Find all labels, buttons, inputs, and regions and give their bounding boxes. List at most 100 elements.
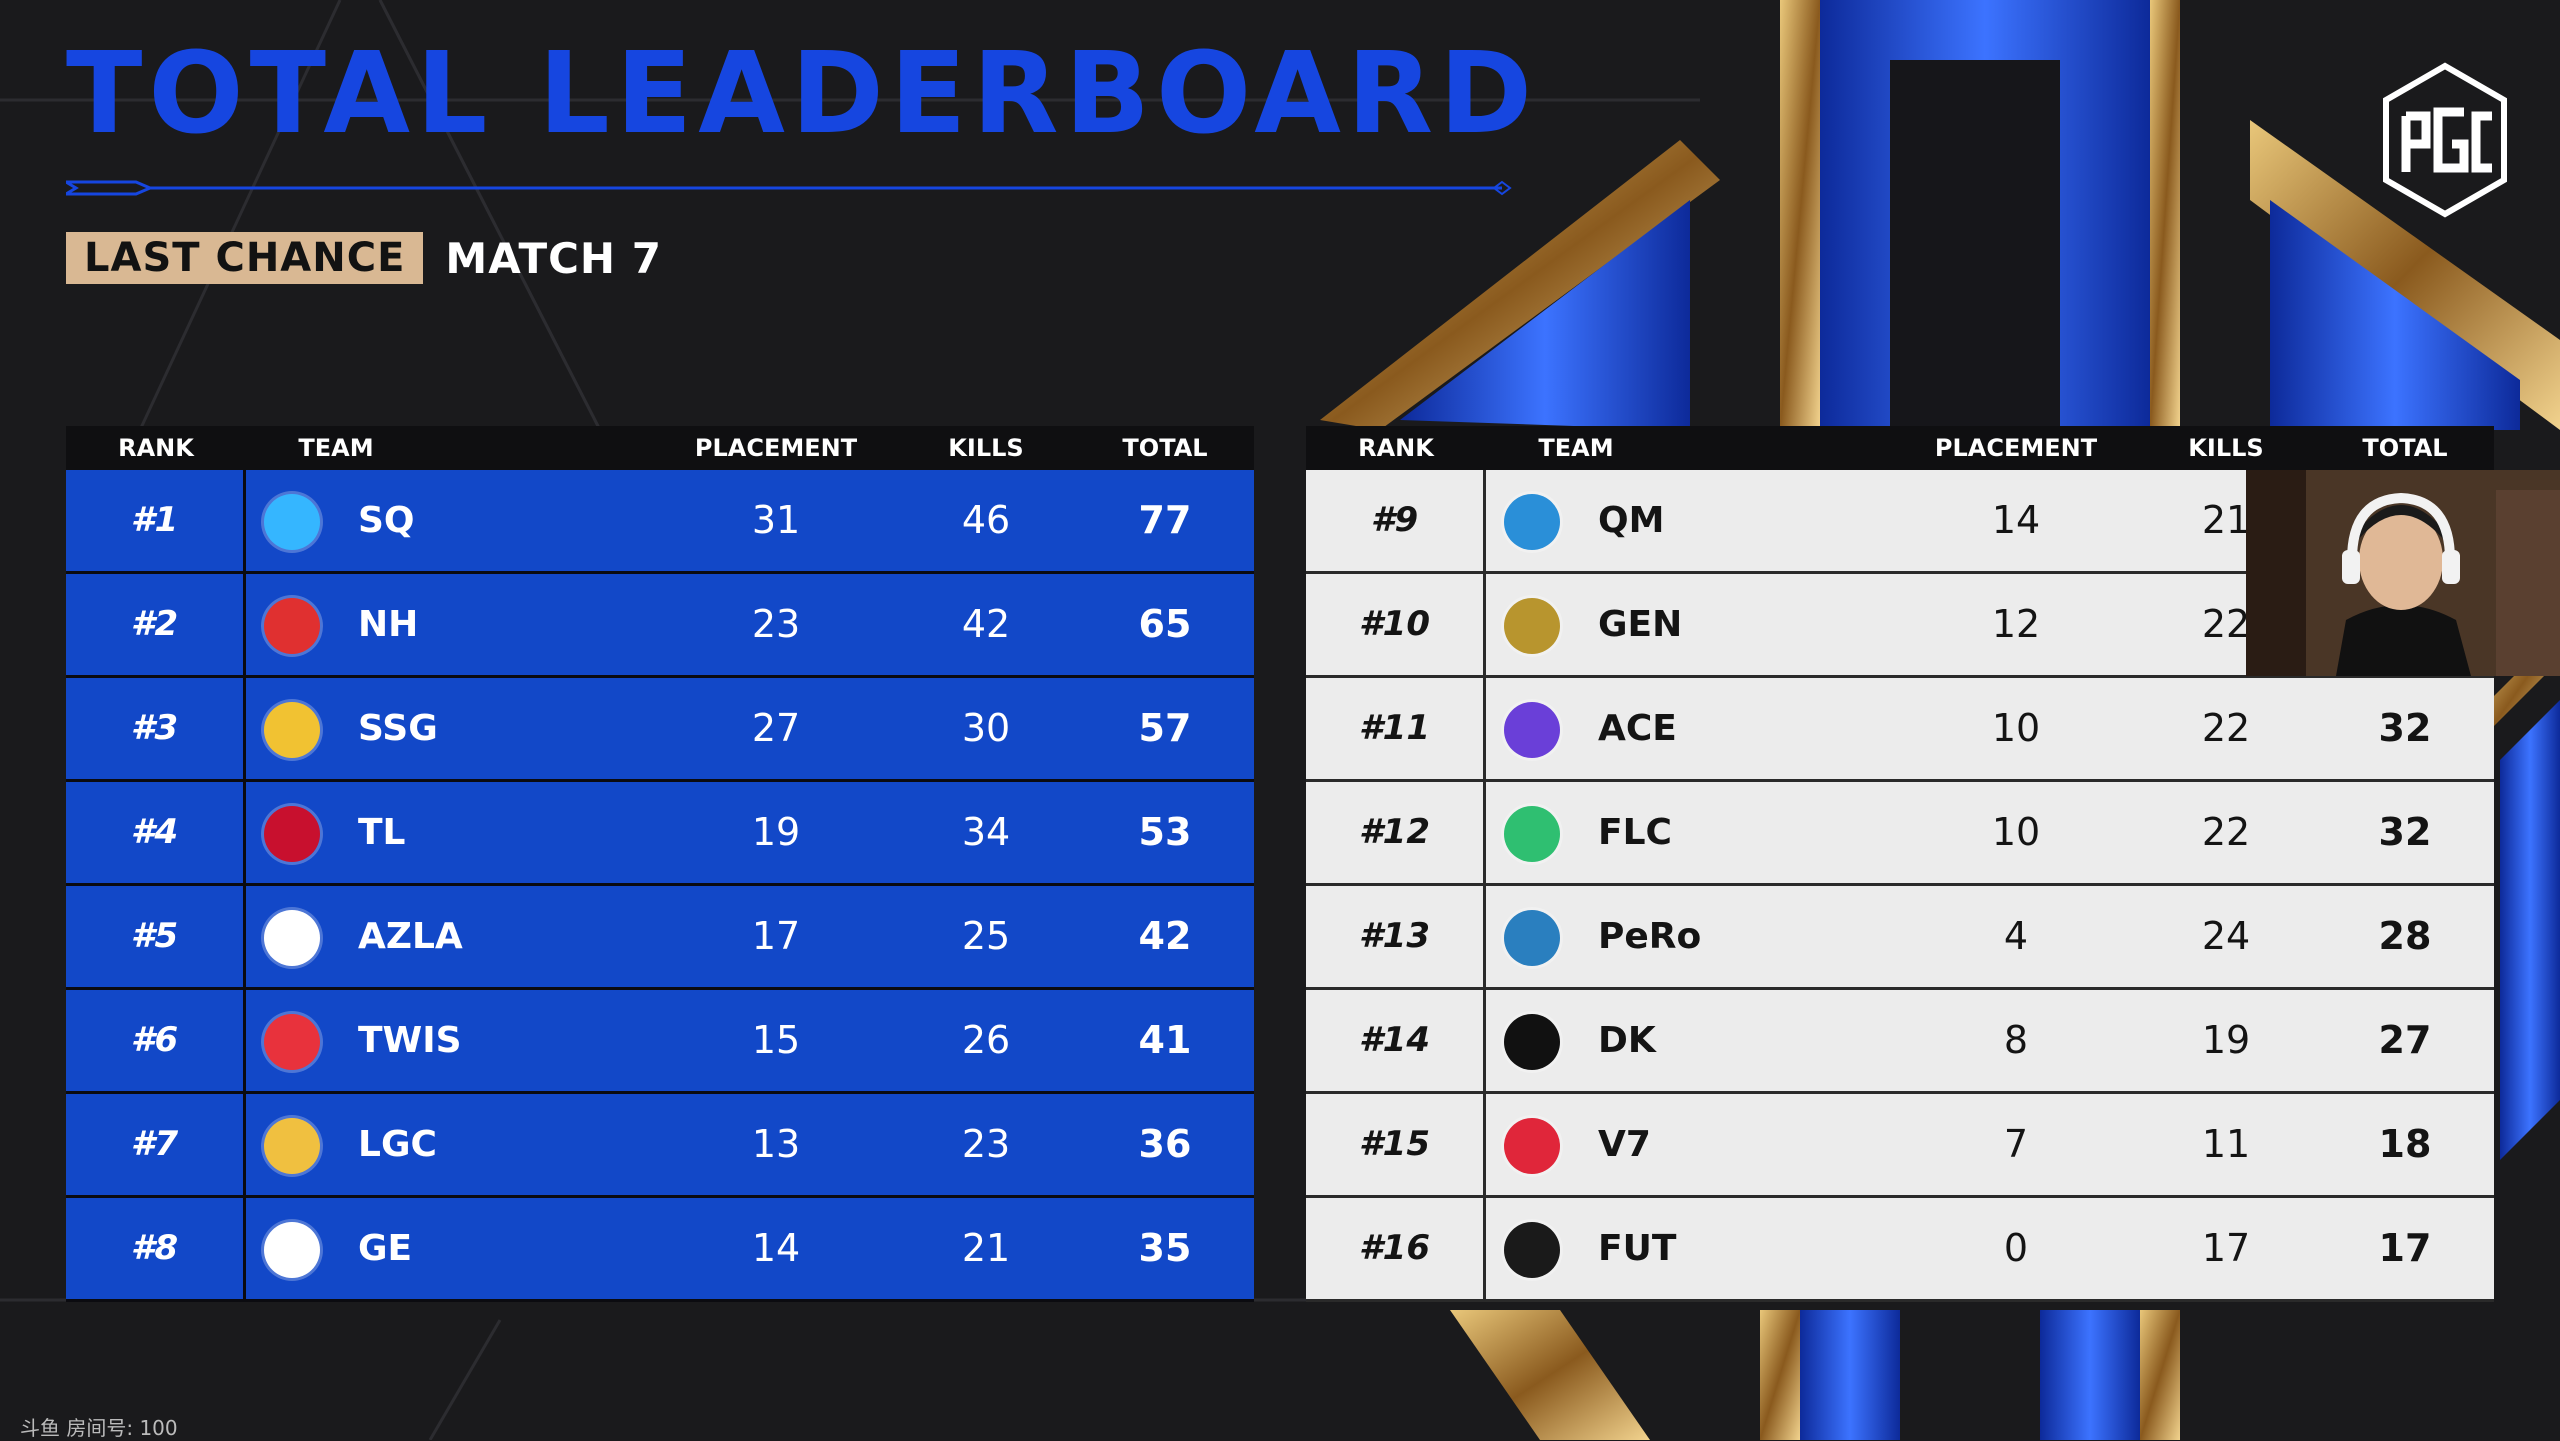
kills-cell: 24 xyxy=(2201,914,2251,958)
placement-cell: 13 xyxy=(751,1122,801,1166)
kills-cell: 34 xyxy=(961,810,1011,854)
team-name: GEN xyxy=(1598,604,1683,645)
total-cell: 65 xyxy=(1138,602,1192,646)
table-row: #13 PeRo 4 24 28 xyxy=(1306,886,2494,990)
placement-cell: 17 xyxy=(751,914,801,958)
kills-cell: 42 xyxy=(961,602,1011,646)
team-cell: DK xyxy=(1486,990,1906,1091)
team-name: GE xyxy=(358,1228,413,1269)
page-title: TOTAL LEADERBOARD xyxy=(66,29,1539,159)
placement-cell: 19 xyxy=(751,810,801,854)
kills-cell: 11 xyxy=(2201,1122,2251,1166)
tl-logo-icon xyxy=(264,806,320,862)
placement-cell: 7 xyxy=(2003,1122,2029,1166)
rank-cell: #4 xyxy=(66,782,246,883)
table-row: #2 NH 23 42 65 xyxy=(66,574,1254,678)
ge-logo-icon xyxy=(264,1222,320,1278)
column-header-team: TEAM xyxy=(1538,434,1614,462)
total-cell: 41 xyxy=(1138,1018,1192,1062)
placement-cell: 14 xyxy=(751,1226,801,1270)
team-name: V7 xyxy=(1598,1124,1651,1165)
rank-cell: #16 xyxy=(1306,1198,1486,1299)
flc-logo-icon xyxy=(1504,806,1560,862)
placement-cell: 27 xyxy=(751,706,801,750)
team-name: SSG xyxy=(358,708,438,749)
total-cell: 57 xyxy=(1138,706,1192,750)
team-name: LGC xyxy=(358,1124,437,1165)
team-name: DK xyxy=(1598,1020,1656,1061)
table-row: #15 V7 7 11 18 xyxy=(1306,1094,2494,1198)
team-name: QM xyxy=(1598,500,1665,541)
ace-logo-icon xyxy=(1504,702,1560,758)
rank-cell: #9 xyxy=(1306,470,1486,571)
twis-logo-icon xyxy=(264,1014,320,1070)
rank-cell: #6 xyxy=(66,990,246,1091)
gen-logo-icon xyxy=(1504,598,1560,654)
rank-cell: #14 xyxy=(1306,990,1486,1091)
team-name: TL xyxy=(358,812,406,853)
team-name: TWIS xyxy=(358,1020,462,1061)
table-row: #16 FUT 0 17 17 xyxy=(1306,1198,2494,1302)
leaderboard-left: RANK TEAM PLACEMENT KILLS TOTAL #1 SQ 31 46… xyxy=(66,426,1254,1302)
total-cell: 35 xyxy=(1138,1226,1192,1270)
table-row: #5 AZLA 17 25 42 xyxy=(66,886,1254,990)
stream-watermark: 斗鱼 房间号: 100 xyxy=(20,1416,178,1440)
rank-cell: #8 xyxy=(66,1198,246,1299)
table-row: #4 TL 19 34 53 xyxy=(66,782,1254,886)
total-cell: 53 xyxy=(1138,810,1192,854)
team-cell: ACE xyxy=(1486,678,1906,779)
team-name: AZLA xyxy=(358,916,463,957)
rank-cell: #5 xyxy=(66,886,246,987)
column-header-total: TOTAL xyxy=(1122,434,1208,462)
team-cell: TL xyxy=(246,782,666,883)
kills-cell: 19 xyxy=(2201,1018,2251,1062)
placement-cell: 31 xyxy=(751,498,801,542)
kills-cell: 17 xyxy=(2201,1226,2251,1270)
streamer-webcam xyxy=(2246,470,2560,676)
total-cell: 28 xyxy=(2378,914,2432,958)
team-cell: GE xyxy=(246,1198,666,1299)
kills-cell: 21 xyxy=(961,1226,1011,1270)
team-cell: GEN xyxy=(1486,574,1906,675)
column-header-placement: PLACEMENT xyxy=(694,434,858,462)
rank-cell: #3 xyxy=(66,678,246,779)
placement-cell: 0 xyxy=(2003,1226,2029,1270)
team-cell: SSG xyxy=(246,678,666,779)
azla-logo-icon xyxy=(264,910,320,966)
rank-cell: #7 xyxy=(66,1094,246,1195)
table-row: #1 SQ 31 46 77 xyxy=(66,470,1254,574)
table-header: RANK TEAM PLACEMENT KILLS TOTAL xyxy=(66,426,1254,470)
team-cell: TWIS xyxy=(246,990,666,1091)
total-cell: 36 xyxy=(1138,1122,1192,1166)
dk-logo-icon xyxy=(1504,1014,1560,1070)
table-body: #1 SQ 31 46 77 #2 NH 23 42 65 #3 SSG 27 30 57 #4 TL 19 34 5… xyxy=(66,470,1254,1302)
title-underline xyxy=(66,180,1512,196)
rank-cell: #10 xyxy=(1306,574,1486,675)
team-cell: NH xyxy=(246,574,666,675)
placement-cell: 10 xyxy=(1991,810,2041,854)
team-cell: FLC xyxy=(1486,782,1906,883)
qm-logo-icon xyxy=(1504,494,1560,550)
team-cell: V7 xyxy=(1486,1094,1906,1195)
total-cell: 17 xyxy=(2378,1226,2432,1270)
table-row: #7 LGC 13 23 36 xyxy=(66,1094,1254,1198)
team-cell: AZLA xyxy=(246,886,666,987)
column-header-placement: PLACEMENT xyxy=(1934,434,2098,462)
rank-cell: #12 xyxy=(1306,782,1486,883)
team-name: FUT xyxy=(1598,1228,1677,1269)
placement-cell: 12 xyxy=(1991,602,2041,646)
table-row: #12 FLC 10 22 32 xyxy=(1306,782,2494,886)
pero-logo-icon xyxy=(1504,910,1560,966)
team-name: FLC xyxy=(1598,812,1672,853)
total-cell: 27 xyxy=(2378,1018,2432,1062)
match-label: MATCH 7 xyxy=(445,233,662,283)
column-header-rank: RANK xyxy=(118,434,194,462)
team-cell: PeRo xyxy=(1486,886,1906,987)
total-cell: 77 xyxy=(1138,498,1192,542)
kills-cell: 22 xyxy=(2201,810,2251,854)
subtitle-row: LAST CHANCE MATCH 7 xyxy=(66,232,662,284)
team-name: PeRo xyxy=(1598,916,1702,957)
ssg-logo-icon xyxy=(264,702,320,758)
v7-logo-icon xyxy=(1504,1118,1560,1174)
column-header-team: TEAM xyxy=(298,434,374,462)
